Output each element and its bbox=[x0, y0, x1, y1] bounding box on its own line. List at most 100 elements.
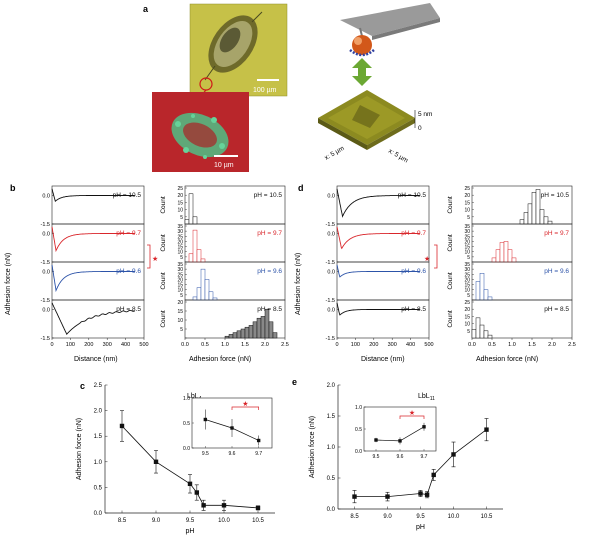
b-star: ★ bbox=[152, 255, 158, 263]
y-tick-label: 15 bbox=[464, 245, 470, 251]
count-axis-label: Count bbox=[160, 196, 167, 214]
histogram-bar bbox=[511, 257, 517, 263]
histogram-bar bbox=[272, 332, 278, 339]
panel-label-a: a bbox=[143, 4, 149, 14]
y-tick-label: 1.0 bbox=[94, 460, 103, 466]
histogram-bar bbox=[499, 242, 505, 263]
y-tick-label: 30 bbox=[464, 229, 470, 235]
force-curve-line bbox=[336, 226, 420, 250]
hist-ph-label: pH = 8.5 bbox=[544, 306, 569, 313]
y-tick-label: 5 bbox=[467, 215, 470, 221]
y-tick-label: 5 bbox=[467, 293, 470, 299]
x-tick-label: 8.5 bbox=[350, 514, 359, 520]
y-tick-label: -1.5 bbox=[326, 336, 335, 342]
inset-y-tick-label: 0.5 bbox=[183, 421, 190, 427]
data-point bbox=[221, 503, 227, 508]
y-tick-label: 10 bbox=[177, 208, 183, 214]
d-star: ★ bbox=[424, 255, 430, 263]
data-point bbox=[119, 423, 125, 429]
count-axis-label: Count bbox=[447, 272, 454, 290]
force-curve-line bbox=[336, 302, 420, 316]
y-tick-label: 25 bbox=[464, 272, 470, 278]
inset-y-tick-label: 1.0 bbox=[183, 396, 190, 402]
y-tick-label: 10 bbox=[464, 250, 470, 256]
y-tick-label: 10 bbox=[177, 250, 183, 256]
histogram-bar bbox=[196, 249, 202, 263]
y-tick-label: 10 bbox=[464, 288, 470, 294]
plot-title: LbL11 bbox=[418, 393, 435, 402]
y-tick-label: 10 bbox=[177, 288, 183, 294]
x-tick-label: 1.5 bbox=[528, 342, 536, 348]
x-tick-label: 300 bbox=[103, 342, 112, 348]
micrograph-image: 100 µm bbox=[189, 3, 288, 97]
x-tick-label: 1.0 bbox=[221, 342, 229, 348]
count-axis-label: Count bbox=[447, 234, 454, 252]
curve-ph-label: pH = 9.6 bbox=[401, 268, 426, 275]
x-axis-title: pH bbox=[416, 524, 425, 531]
data-point bbox=[187, 481, 193, 487]
histogram-bar bbox=[208, 291, 214, 301]
curve-ph-label: pH = 8.5 bbox=[401, 306, 426, 313]
x-tick-label: 0.0 bbox=[181, 342, 189, 348]
x-tick-label: 10.0 bbox=[448, 514, 460, 520]
y-tick-label: 0.0 bbox=[42, 308, 50, 314]
afm-surface: 5 nm 0 x: 5 µm x: 5 µm bbox=[318, 90, 432, 164]
data-point bbox=[484, 427, 489, 432]
histogram-bar bbox=[196, 287, 202, 301]
histogram-bar bbox=[475, 317, 481, 339]
histogram-bar bbox=[228, 334, 234, 339]
count-axis-label: Count bbox=[160, 272, 167, 290]
y-tick-label: 0.0 bbox=[327, 194, 335, 200]
afm-cantilever bbox=[340, 3, 440, 40]
y-tick-label: 2.0 bbox=[327, 383, 336, 389]
inset-data-point bbox=[422, 425, 426, 429]
histogram-bar bbox=[547, 220, 553, 225]
scale-bar-10um: 10 µm bbox=[214, 162, 234, 169]
panel-label-e: e bbox=[292, 377, 297, 387]
hist-ph-label: pH = 9.7 bbox=[257, 230, 282, 237]
colloidal-bead bbox=[349, 35, 375, 57]
y-tick-label: 20 bbox=[177, 239, 183, 245]
d-hist-xlabel: Adhesion force (nN) bbox=[476, 356, 538, 363]
inset-y-tick-label: 1.0 bbox=[355, 405, 362, 411]
d-significance-bracket: ★ bbox=[424, 244, 438, 269]
b-curves-stack: 0.0 -1.5 pH = 10.5 0.0 -1.5 pH = 9.7 0.0 -1.5 pH… bbox=[41, 185, 149, 348]
histogram-bar bbox=[539, 209, 545, 225]
y-tick-label: -1.5 bbox=[326, 222, 335, 228]
histogram-bar bbox=[535, 189, 541, 225]
curve-ph-label: pH = 9.7 bbox=[116, 230, 141, 237]
histogram-bar bbox=[256, 317, 262, 339]
hist-ph-label: pH = 8.5 bbox=[257, 306, 282, 313]
x-axis-left-label: x: 5 µm bbox=[324, 145, 346, 162]
y-tick-label: 15 bbox=[177, 200, 183, 206]
inset-y-tick-label: 0.5 bbox=[355, 427, 362, 433]
panel-label-c: c bbox=[80, 381, 85, 391]
curve-ph-label: pH = 9.6 bbox=[116, 268, 141, 275]
b-curves-xlabel: Distance (nm) bbox=[74, 356, 118, 363]
x-axis-right-label: x: 5 µm bbox=[387, 148, 409, 165]
curve-ph-label: pH = 8.5 bbox=[116, 306, 141, 313]
inset-significance-bracket bbox=[399, 415, 425, 419]
inset-star: ★ bbox=[242, 400, 248, 408]
double-arrow bbox=[352, 58, 372, 86]
y-tick-label: 25 bbox=[464, 234, 470, 240]
x-tick-label: 8.5 bbox=[118, 518, 127, 524]
data-point bbox=[194, 490, 199, 495]
histogram-bar bbox=[491, 257, 497, 263]
inset-x-tick-label: 9.6 bbox=[397, 454, 404, 460]
histogram-bar bbox=[200, 268, 206, 301]
histogram-bar bbox=[184, 219, 190, 225]
scale-bar-100um: 100 µm bbox=[253, 87, 277, 94]
y-tick-label: 0.5 bbox=[94, 485, 103, 491]
y-tick-label: 10 bbox=[464, 322, 470, 328]
y-tick-label: 0.0 bbox=[42, 270, 50, 276]
hist-panel-frame bbox=[471, 299, 573, 339]
y-tick-label: 0.0 bbox=[327, 232, 335, 238]
histogram-bar bbox=[236, 330, 242, 339]
y-tick-label: -1.5 bbox=[326, 298, 335, 304]
x-tick-label: 200 bbox=[369, 342, 378, 348]
histogram-bar bbox=[188, 193, 194, 225]
data-point bbox=[255, 505, 261, 511]
hist-ph-label: pH = 10.5 bbox=[254, 192, 283, 199]
